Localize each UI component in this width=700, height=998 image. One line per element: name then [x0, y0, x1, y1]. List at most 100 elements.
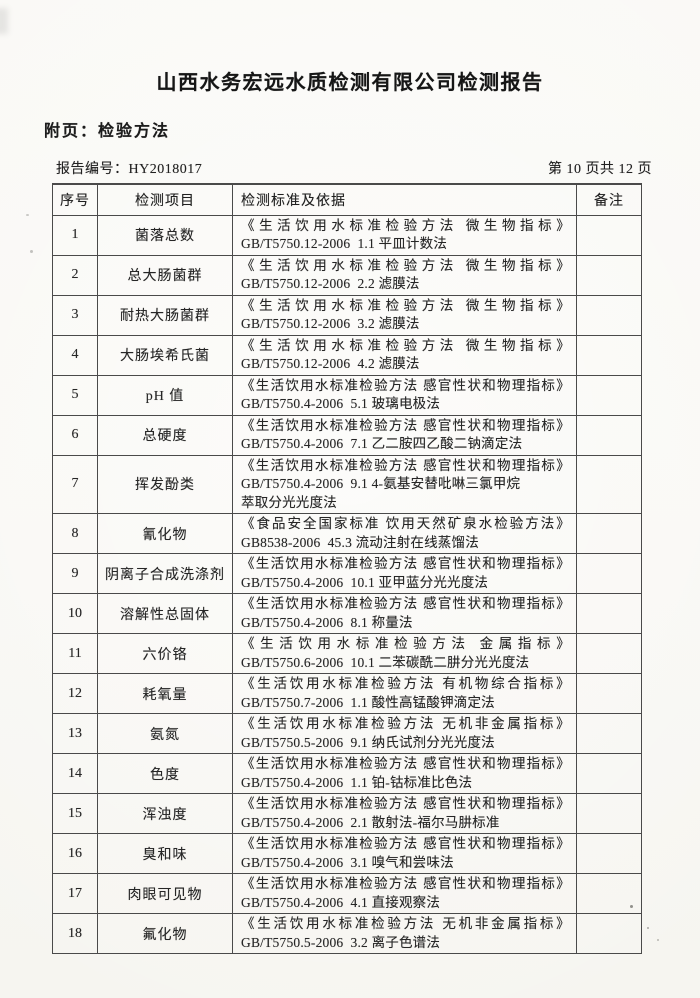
standard-title: 《生活饮用水标准检验方法 感官性状和物理指标》 — [241, 596, 570, 611]
row-item: 耐热大肠菌群 — [97, 294, 233, 336]
scan-speck — [647, 927, 649, 929]
row-remark — [576, 334, 642, 376]
row-no: 14 — [52, 753, 98, 794]
standard-method: GB/T5750.4-2006 7.1 乙二胺四乙酸二钠滴定法 — [241, 436, 523, 451]
table-row: 8 氰化物 《食品安全国家标准 饮用天然矿泉水检验方法》 GB8538-2006… — [52, 513, 642, 554]
standard-method: GB/T5750.12-2006 1.1 平皿计数法 — [241, 236, 448, 251]
row-standard: 《食品安全国家标准 饮用天然矿泉水检验方法》 GB8538-2006 45.3 … — [232, 513, 577, 554]
table-row: 17 肉眼可见物 《生活饮用水标准检验方法 感官性状和物理指标》 GB/T575… — [52, 873, 642, 914]
row-no: 7 — [52, 454, 98, 514]
standard-title: 《生活饮用水标准检验方法 感官性状和物理指标》 — [241, 876, 570, 891]
standard-title: 《生活饮用水标准检验方法 感官性状和物理指标》 — [241, 756, 570, 771]
table-row: 16 臭和味 《生活饮用水标准检验方法 感官性状和物理指标》 GB/T5750.… — [52, 833, 642, 874]
row-no: 2 — [52, 254, 98, 296]
row-remark — [576, 454, 642, 514]
standard-title: 《生活饮用水标准检验方法 微生物指标》 — [241, 217, 570, 233]
scan-speck — [26, 214, 29, 216]
row-no: 18 — [52, 913, 98, 954]
standard-title: 《生活饮用水标准检验方法 感官性状和物理指标》 — [241, 417, 570, 433]
row-remark — [576, 513, 642, 554]
row-remark — [576, 254, 642, 296]
row-item: 氨氮 — [97, 713, 233, 754]
standard-method: GB/T5750.12-2006 2.2 滤膜法 — [241, 276, 420, 291]
row-remark — [576, 673, 642, 714]
row-item: 浑浊度 — [97, 793, 233, 834]
row-standard: 《生活饮用水标准检验方法 金属指标》 GB/T5750.6-2006 10.1 … — [232, 633, 577, 674]
row-no: 5 — [52, 374, 98, 416]
standard-title: 《生活饮用水标准检验方法 金属指标》 — [241, 636, 570, 651]
standard-title: 《生活饮用水标准检验方法 感官性状和物理指标》 — [241, 377, 570, 393]
scan-speck — [30, 250, 33, 253]
standard-method: GB/T5750.12-2006 3.2 滤膜法 — [241, 316, 420, 331]
row-standard: 《生活饮用水标准检验方法 感官性状和物理指标》 GB/T5750.4-2006 … — [232, 593, 577, 634]
scan-smudge — [0, 8, 8, 34]
row-standard: 《生活饮用水标准检验方法 微生物指标》 GB/T5750.12-2006 2.2… — [232, 254, 577, 296]
standard-title: 《生活饮用水标准检验方法 微生物指标》 — [241, 337, 570, 353]
table-row: 4 大肠埃希氏菌 《生活饮用水标准检验方法 微生物指标》 GB/T5750.12… — [52, 334, 642, 376]
row-item: pH 值 — [97, 374, 233, 416]
standard-title: 《生活饮用水标准检验方法 微生物指标》 — [241, 297, 570, 313]
row-item: 色度 — [97, 753, 233, 794]
row-item: 大肠埃希氏菌 — [97, 334, 233, 376]
row-remark — [576, 633, 642, 674]
standard-title: 《生活饮用水标准检验方法 无机非金属指标》 — [241, 716, 570, 731]
methods-table: 序号 检测项目 检测标准及依据 备注 1 菌落总数 《生活饮用水标准检验方法 微… — [52, 183, 642, 954]
row-remark — [576, 214, 642, 256]
table-row: 3 耐热大肠菌群 《生活饮用水标准检验方法 微生物指标》 GB/T5750.12… — [52, 294, 642, 336]
row-no: 15 — [52, 793, 98, 834]
row-standard: 《生活饮用水标准检验方法 有机物综合指标》 GB/T5750.7-2006 1.… — [232, 673, 577, 714]
scan-speck — [630, 905, 633, 908]
row-no: 9 — [52, 553, 98, 594]
standard-method: GB/T5750.4-2006 1.1 铂-钴标准比色法 — [241, 774, 473, 790]
table-row: 18 氟化物 《生活饮用水标准检验方法 无机非金属指标》 GB/T5750.5-… — [52, 913, 642, 954]
col-header-standard: 检测标准及依据 — [232, 183, 577, 216]
row-no: 12 — [52, 673, 98, 714]
attachment-label: 附页：检验方法 — [44, 123, 171, 140]
row-standard: 《生活饮用水标准检验方法 无机非金属指标》 GB/T5750.5-2006 9.… — [232, 713, 577, 754]
standard-method: GB/T5750.5-2006 3.2 离子色谱法 — [241, 934, 441, 950]
row-standard: 《生活饮用水标准检验方法 感官性状和物理指标》 GB/T5750.4-2006 … — [232, 414, 577, 456]
standard-title: 《生活饮用水标准检验方法 有机物综合指标》 — [241, 676, 570, 691]
row-remark — [576, 553, 642, 594]
standard-title: 《生活饮用水标准检验方法 无机非金属指标》 — [241, 916, 570, 931]
row-no: 17 — [52, 873, 98, 914]
standard-title: 《生活饮用水标准检验方法 感官性状和物理指标》 — [241, 556, 570, 571]
row-remark — [576, 753, 642, 794]
row-remark — [576, 294, 642, 336]
table-row: 9 阴离子合成洗涤剂 《生活饮用水标准检验方法 感官性状和物理指标》 GB/T5… — [52, 553, 642, 594]
row-remark — [576, 593, 642, 634]
col-header-no: 序号 — [52, 183, 98, 216]
standard-method: GB/T5750.4-2006 5.1 玻璃电极法 — [241, 396, 441, 411]
row-item: 氟化物 — [97, 913, 233, 954]
standard-method: GB8538-2006 45.3 流动注射在线蒸馏法 — [241, 534, 479, 550]
row-standard: 《生活饮用水标准检验方法 感官性状和物理指标》 GB/T5750.4-2006 … — [232, 873, 577, 914]
standard-method: GB/T5750.5-2006 9.1 纳氏试剂分光光度法 — [241, 734, 495, 750]
row-remark — [576, 374, 642, 416]
table-row: 7 挥发酚类 《生活饮用水标准检验方法 感官性状和物理指标》 GB/T5750.… — [52, 454, 642, 514]
meta-row: 报告编号：HY2018017 第 10 页共 12 页 — [56, 158, 652, 178]
col-header-item: 检测项目 — [97, 183, 233, 216]
row-standard: 《生活饮用水标准检验方法 感官性状和物理指标》 GB/T5750.4-2006 … — [232, 753, 577, 794]
row-no: 4 — [52, 334, 98, 376]
row-item: 耗氧量 — [97, 673, 233, 714]
standard-method: GB/T5750.4-2006 3.1 嗅气和尝味法 — [241, 854, 454, 870]
table-row: 15 浑浊度 《生活饮用水标准检验方法 感官性状和物理指标》 GB/T5750.… — [52, 793, 642, 834]
standard-title: 《生活饮用水标准检验方法 感官性状和物理指标》 — [241, 836, 570, 851]
row-remark — [576, 913, 642, 954]
row-remark — [576, 713, 642, 754]
row-item: 六价铬 — [97, 633, 233, 674]
standard-method: GB/T5750.12-2006 4.2 滤膜法 — [241, 356, 420, 371]
row-item: 总大肠菌群 — [97, 254, 233, 296]
row-item: 挥发酚类 — [97, 454, 233, 514]
row-remark — [576, 793, 642, 834]
row-no: 3 — [52, 294, 98, 336]
row-item: 臭和味 — [97, 833, 233, 874]
page-title: 山西水务宏远水质检测有限公司检测报告 — [156, 72, 544, 94]
row-standard: 《生活饮用水标准检验方法 微生物指标》 GB/T5750.12-2006 1.1… — [232, 214, 577, 256]
table-row: 2 总大肠菌群 《生活饮用水标准检验方法 微生物指标》 GB/T5750.12-… — [52, 254, 642, 296]
row-standard: 《生活饮用水标准检验方法 微生物指标》 GB/T5750.12-2006 3.2… — [232, 294, 577, 336]
standard-method: GB/T5750.4-2006 10.1 亚甲蓝分光光度法 — [241, 574, 489, 590]
row-item: 菌落总数 — [97, 214, 233, 256]
col-header-remark: 备注 — [576, 183, 642, 216]
